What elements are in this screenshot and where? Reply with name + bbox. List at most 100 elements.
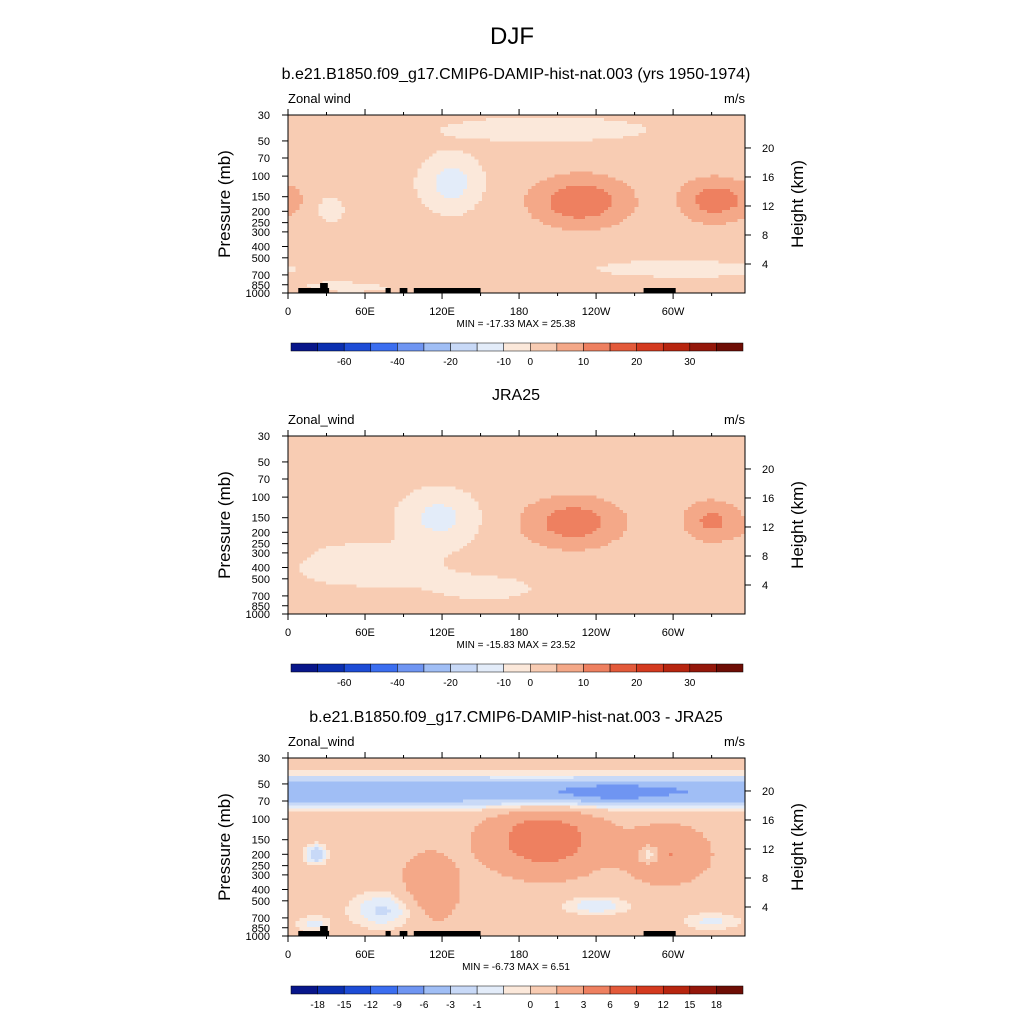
field-cell: [623, 189, 628, 193]
field-cell: [516, 132, 521, 137]
field-cell: [417, 162, 422, 167]
field-cell: [303, 138, 308, 143]
field-cell: [668, 171, 674, 175]
field-cell: [455, 123, 460, 128]
field-cell: [611, 189, 617, 193]
field-cell: [345, 180, 350, 184]
field-cell: [299, 138, 304, 143]
field-cell: [569, 123, 575, 128]
field-cell: [600, 150, 605, 155]
field-cell: [649, 123, 655, 128]
field-cell: [451, 171, 457, 175]
field-cell: [387, 168, 392, 172]
field-cell: [676, 189, 681, 193]
field-cell: [409, 132, 415, 137]
field-cell: [497, 174, 502, 178]
field-cell: [558, 120, 563, 125]
field-cell: [550, 192, 556, 196]
field-cell: [451, 192, 457, 196]
field-cell: [436, 174, 441, 178]
field-cell: [520, 147, 525, 152]
field-cell: [478, 126, 483, 131]
field-cell: [695, 177, 700, 181]
field-cell: [699, 180, 704, 184]
field-cell: [474, 189, 480, 193]
field-cell: [569, 177, 575, 181]
field-cell: [451, 177, 457, 181]
field-cell: [661, 162, 666, 167]
field-cell: [288, 180, 293, 184]
field-cell: [527, 183, 533, 187]
field-cell: [550, 174, 556, 178]
field-cell: [653, 171, 659, 175]
field-cell: [619, 174, 624, 178]
field-cell: [428, 138, 434, 143]
field-cell: [661, 132, 666, 137]
field-cell: [356, 162, 361, 167]
field-cell: [645, 183, 651, 187]
field-cell: [360, 165, 365, 169]
field-cell: [687, 189, 693, 193]
field-cell: [303, 183, 308, 187]
field-cell: [310, 186, 316, 190]
field-cell: [463, 189, 468, 193]
field-cell: [706, 171, 712, 175]
field-cell: [482, 129, 487, 134]
field-cell: [535, 153, 540, 158]
field-cell: [607, 135, 613, 140]
field-cell: [722, 120, 727, 125]
field-cell: [604, 174, 609, 178]
field-cell: [394, 147, 400, 152]
field-cell: [668, 129, 674, 134]
field-cell: [703, 132, 708, 137]
field-cell: [630, 168, 636, 172]
field-cell: [653, 177, 659, 181]
field-cell: [455, 147, 460, 152]
field-cell: [299, 174, 304, 178]
field-cell: [436, 132, 441, 137]
field-cell: [512, 168, 518, 172]
field-cell: [341, 147, 346, 152]
field-cell: [379, 153, 384, 158]
field-cell: [611, 126, 617, 131]
field-cell: [520, 117, 525, 122]
field-cell: [668, 177, 674, 181]
field-cell: [295, 177, 301, 181]
field-cell: [474, 120, 480, 125]
field-cell: [657, 168, 662, 172]
field-cell: [630, 192, 636, 196]
field-cell: [687, 144, 693, 149]
field-cell: [573, 180, 579, 184]
field-cell: [710, 117, 716, 122]
field-cell: [725, 174, 731, 178]
field-cell: [577, 183, 582, 187]
field-cell: [512, 189, 518, 193]
field-cell: [497, 120, 502, 125]
field-cell: [569, 115, 575, 119]
field-cell: [649, 141, 655, 146]
field-cell: [436, 144, 441, 149]
field-cell: [672, 180, 678, 184]
field-cell: [444, 156, 449, 161]
field-cell: [318, 132, 323, 137]
field-cell: [409, 174, 415, 178]
field-cell: [417, 156, 422, 161]
field-cell: [604, 189, 609, 193]
field-cell: [466, 117, 472, 122]
field-cell: [425, 117, 430, 122]
field-cell: [447, 168, 453, 172]
field-cell: [291, 171, 297, 175]
field-cell: [558, 138, 563, 143]
field-cell: [455, 132, 460, 137]
field-cell: [676, 150, 681, 155]
field-cell: [428, 144, 434, 149]
field-cell: [550, 132, 556, 137]
field-cell: [291, 183, 297, 187]
field-cell: [303, 147, 308, 152]
field-cell: [706, 115, 712, 119]
field-cell: [569, 135, 575, 140]
field-cell: [645, 168, 651, 172]
field-cell: [508, 138, 514, 143]
field-cell: [322, 150, 327, 155]
field-cell: [585, 120, 590, 125]
